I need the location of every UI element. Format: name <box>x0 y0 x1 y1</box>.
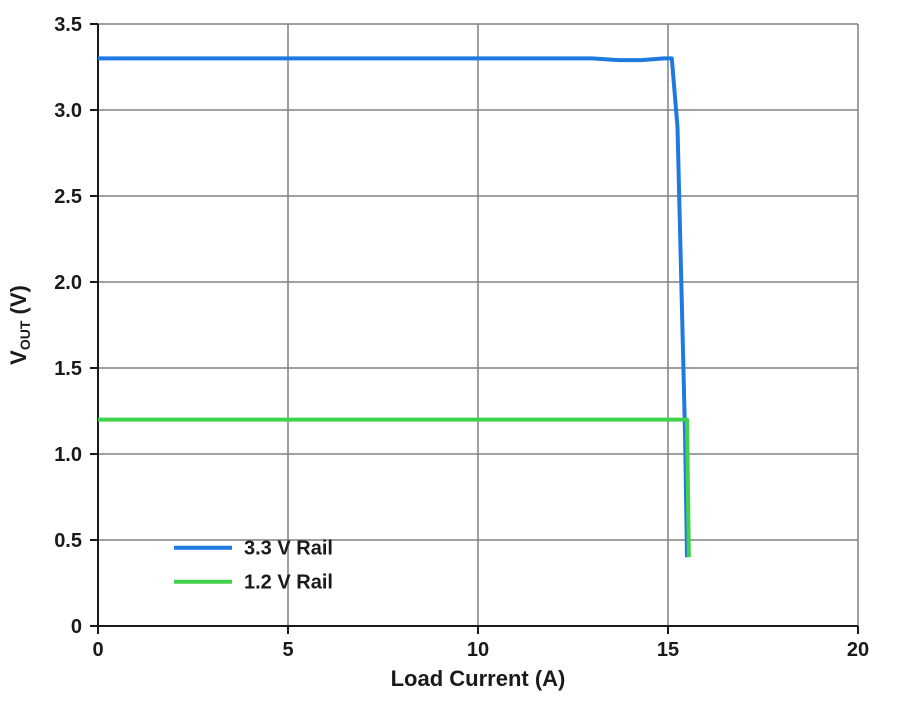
svg-text:0.5: 0.5 <box>54 530 82 552</box>
svg-text:1.0: 1.0 <box>54 444 82 466</box>
svg-text:1.2 V Rail: 1.2 V Rail <box>244 572 333 594</box>
svg-text:0: 0 <box>92 639 103 661</box>
svg-text:3.3 V Rail: 3.3 V Rail <box>244 538 333 560</box>
svg-text:2.0: 2.0 <box>54 272 82 294</box>
svg-text:1.5: 1.5 <box>54 358 82 380</box>
svg-text:2.5: 2.5 <box>54 186 82 208</box>
svg-text:10: 10 <box>467 639 489 661</box>
svg-text:15: 15 <box>657 639 679 661</box>
svg-text:5: 5 <box>282 639 293 661</box>
svg-text:0: 0 <box>71 616 82 638</box>
svg-text:3.0: 3.0 <box>54 100 82 122</box>
svg-text:Load Current (A): Load Current (A) <box>391 666 566 691</box>
line-chart: 0 5 10 15 20 0 0.5 1.0 1.5 2.0 2.5 3.0 3.5 Load Curre… <box>0 0 903 709</box>
chart-svg: 0 5 10 15 20 0 0.5 1.0 1.5 2.0 2.5 3.0 3.5 Load Curre… <box>0 0 903 709</box>
svg-text:3.5: 3.5 <box>54 14 82 36</box>
svg-text:20: 20 <box>847 639 869 661</box>
